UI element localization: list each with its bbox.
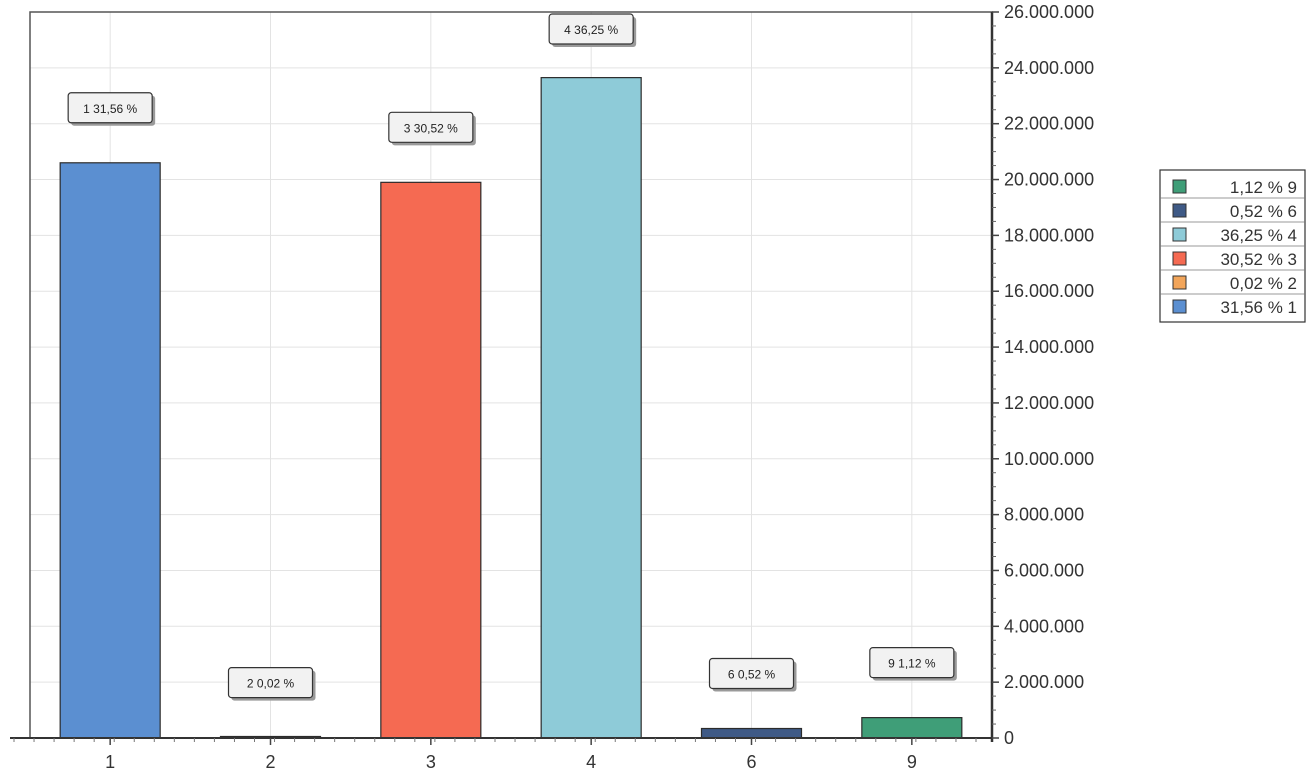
data-label-box: [227, 667, 314, 699]
legend-label: 1,12 % 9: [1230, 178, 1297, 197]
y-tick-label: 16.000.000: [1004, 281, 1094, 301]
bar-6: [700, 727, 803, 739]
data-label-text: 4 36,25 %: [564, 23, 618, 37]
legend-item: 0,52 % 6: [1160, 197, 1305, 221]
legend-item: 36,25 % 4: [1160, 221, 1305, 245]
data-label-box: [388, 111, 474, 143]
data-label-text: 3 30,52 %: [404, 121, 458, 135]
data-label-text: 2 0,02 %: [247, 677, 295, 691]
bar-4: [540, 77, 642, 739]
data-label-9: 9 1,12 %: [869, 647, 957, 681]
y-tick-label: 0: [1004, 728, 1014, 748]
y-tick-label: 20.000.000: [1004, 170, 1094, 190]
data-label-4: 4 36,25 %: [548, 13, 637, 47]
legend-label: 36,25 % 4: [1220, 226, 1297, 245]
data-label-1: 1 31,56 %: [67, 92, 156, 126]
data-label-box: [67, 92, 153, 124]
data-label-box: [708, 657, 795, 690]
legend-label: 0,52 % 6: [1230, 202, 1297, 221]
x-tick-label: 3: [426, 752, 436, 772]
x-tick-label: 6: [746, 752, 756, 772]
data-label-box: [869, 647, 955, 679]
x-tick-label: 9: [907, 752, 917, 772]
legend-item: 1,12 % 9: [1172, 178, 1297, 197]
y-tick-label: 8.000.000: [1004, 505, 1084, 525]
data-label-box: [548, 13, 634, 45]
legend-label: 31,56 % 1: [1220, 298, 1297, 317]
legend-swatch: [1172, 227, 1187, 242]
legend-swatch: [1172, 299, 1187, 314]
legend-swatch: [1172, 275, 1187, 290]
data-label-text: 9 1,12 %: [888, 657, 936, 671]
data-label-3: 3 30,52 %: [388, 111, 476, 146]
data-label-2: 2 0,02 %: [227, 667, 316, 701]
bar-1: [59, 162, 161, 739]
data-labels: 1 31,56 % 2 0,02 % 3 30,52 % 4 36,25 % 6 0,5…: [67, 13, 957, 701]
legend-item: 31,56 % 1: [1160, 293, 1305, 317]
y-axis-ticks: 0 2.000.000 4.000.000 6.000.000 8.000.000 10.…: [992, 2, 1094, 748]
bar-layer: [59, 77, 963, 739]
y-tick-label: 24.000.000: [1004, 58, 1094, 78]
legend-label: 0,02 % 2: [1230, 274, 1297, 293]
y-tick-label: 22.000.000: [1004, 114, 1094, 134]
x-tick-label: 2: [265, 752, 275, 772]
bar-9: [861, 717, 963, 739]
legend-item: 30,52 % 3: [1160, 245, 1305, 269]
y-tick-label: 4.000.000: [1004, 616, 1084, 636]
data-label-text: 6 0,52 %: [728, 668, 776, 682]
y-tick-label: 2.000.000: [1004, 672, 1084, 692]
y-tick-label: 14.000.000: [1004, 337, 1094, 357]
x-tick-label: 4: [586, 752, 596, 772]
y-tick-label: 12.000.000: [1004, 393, 1094, 413]
legend-swatch: [1172, 251, 1187, 266]
y-tick-label: 26.000.000: [1004, 2, 1094, 22]
data-label-6: 6 0,52 %: [708, 657, 797, 692]
bar-3: [380, 181, 482, 739]
legend-swatch: [1172, 179, 1187, 194]
y-tick-label: 6.000.000: [1004, 560, 1084, 580]
y-tick-label: 10.000.000: [1004, 449, 1094, 469]
legend: 1,12 % 9 0,52 % 6 36,25 % 4 30,52 % 3 0,02 %…: [1159, 169, 1306, 323]
x-tick-label: 1: [105, 752, 115, 772]
legend-label: 30,52 % 3: [1220, 250, 1297, 269]
y-tick-label: 18.000.000: [1004, 225, 1094, 245]
legend-item: 0,02 % 2: [1160, 269, 1305, 293]
data-label-text: 1 31,56 %: [83, 102, 137, 116]
x-axis-ticks: 1 2 3 4 6 9: [13, 738, 977, 772]
legend-swatch: [1172, 203, 1187, 218]
